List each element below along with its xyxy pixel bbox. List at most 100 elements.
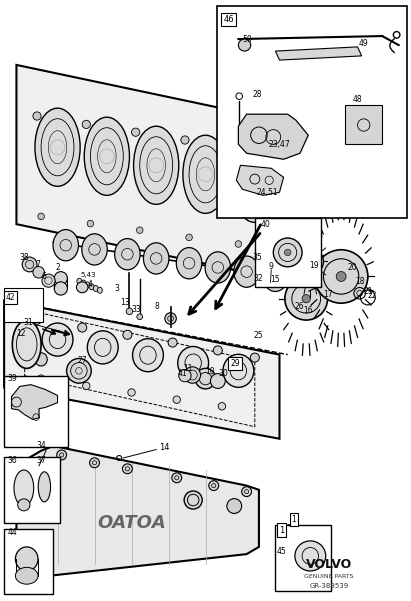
Circle shape	[297, 248, 323, 275]
Bar	[4, 529, 53, 594]
Ellipse shape	[238, 39, 251, 51]
Circle shape	[78, 323, 87, 332]
Circle shape	[42, 274, 55, 287]
Circle shape	[122, 464, 132, 474]
Text: 4: 4	[88, 280, 93, 288]
Ellipse shape	[133, 339, 164, 371]
Text: OATOA: OATOA	[97, 514, 166, 532]
Circle shape	[22, 257, 37, 272]
Ellipse shape	[42, 323, 73, 356]
Text: 16: 16	[303, 307, 313, 315]
Circle shape	[285, 277, 328, 320]
Circle shape	[213, 346, 222, 355]
Ellipse shape	[16, 547, 38, 571]
Bar	[4, 457, 60, 523]
Ellipse shape	[35, 353, 47, 366]
Circle shape	[336, 272, 346, 281]
Text: 32: 32	[253, 274, 263, 282]
Ellipse shape	[232, 144, 277, 222]
Ellipse shape	[54, 272, 67, 285]
Text: 46: 46	[223, 16, 234, 24]
Circle shape	[67, 358, 91, 383]
Text: 26: 26	[294, 302, 304, 311]
Circle shape	[137, 314, 143, 320]
Text: 19: 19	[309, 261, 319, 270]
Polygon shape	[16, 65, 312, 286]
Circle shape	[136, 227, 143, 233]
Text: 5,43: 5,43	[81, 272, 96, 278]
Circle shape	[181, 136, 189, 144]
Ellipse shape	[35, 108, 80, 186]
Text: 23,47: 23,47	[269, 140, 290, 148]
Text: 2: 2	[55, 263, 60, 272]
Bar	[255, 218, 321, 287]
Text: VOLVO: VOLVO	[306, 558, 352, 572]
Circle shape	[57, 450, 67, 460]
Ellipse shape	[234, 256, 259, 287]
Text: 49: 49	[359, 39, 369, 47]
Polygon shape	[16, 446, 259, 576]
Ellipse shape	[12, 320, 41, 368]
Circle shape	[38, 213, 44, 219]
Text: 29: 29	[230, 359, 240, 368]
Ellipse shape	[115, 239, 140, 270]
Text: 21: 21	[363, 287, 373, 296]
Text: 24,51: 24,51	[256, 188, 278, 197]
Circle shape	[82, 120, 90, 129]
Ellipse shape	[54, 282, 67, 295]
Ellipse shape	[97, 287, 102, 293]
Bar	[217, 6, 407, 218]
Text: 9: 9	[269, 263, 274, 271]
Text: 41: 41	[178, 370, 188, 378]
Text: 28: 28	[252, 90, 262, 99]
Circle shape	[275, 269, 293, 287]
Text: 3: 3	[115, 284, 120, 293]
Text: 39: 39	[7, 374, 17, 383]
Text: 15: 15	[270, 275, 279, 284]
Text: 18: 18	[355, 277, 365, 285]
Ellipse shape	[16, 567, 38, 584]
Ellipse shape	[178, 346, 209, 380]
Text: 42: 42	[5, 293, 15, 302]
Circle shape	[83, 382, 90, 389]
Text: 12: 12	[16, 329, 26, 338]
Ellipse shape	[89, 284, 94, 290]
Ellipse shape	[81, 280, 86, 286]
Circle shape	[173, 396, 180, 403]
Ellipse shape	[205, 252, 231, 283]
Text: 34: 34	[36, 442, 46, 450]
Text: 25: 25	[253, 331, 263, 340]
Text: 44: 44	[7, 528, 17, 537]
Circle shape	[37, 375, 45, 382]
Ellipse shape	[76, 282, 88, 293]
Text: 38: 38	[19, 253, 29, 261]
Circle shape	[33, 266, 44, 278]
Text: 20: 20	[348, 263, 358, 272]
Circle shape	[210, 374, 225, 388]
Text: 10: 10	[206, 367, 215, 376]
Polygon shape	[238, 114, 308, 159]
Circle shape	[279, 151, 288, 160]
Text: 8: 8	[155, 302, 159, 311]
Circle shape	[126, 308, 133, 314]
Circle shape	[235, 241, 242, 247]
Ellipse shape	[263, 260, 288, 291]
Circle shape	[165, 313, 176, 325]
Text: 48: 48	[353, 95, 363, 103]
Polygon shape	[12, 385, 58, 419]
Text: 1: 1	[279, 526, 284, 534]
Text: 35: 35	[252, 253, 262, 261]
Text: 22: 22	[367, 291, 377, 300]
Text: 30: 30	[219, 370, 229, 378]
Circle shape	[172, 473, 182, 483]
Text: 45: 45	[277, 547, 286, 555]
Ellipse shape	[88, 331, 118, 364]
Ellipse shape	[82, 234, 107, 265]
Ellipse shape	[176, 248, 202, 279]
Circle shape	[273, 238, 302, 267]
Circle shape	[284, 249, 291, 255]
Text: 13: 13	[120, 298, 130, 307]
Bar	[4, 288, 43, 322]
Circle shape	[195, 368, 216, 389]
Circle shape	[250, 353, 259, 362]
